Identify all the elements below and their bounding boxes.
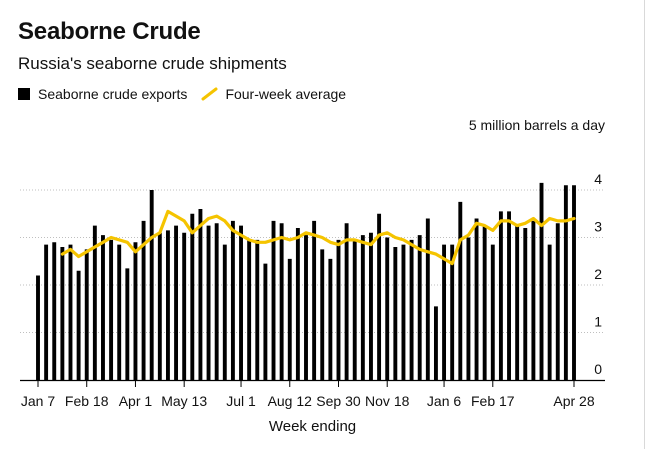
bar <box>409 239 414 380</box>
bar <box>68 244 73 380</box>
bar <box>271 220 276 380</box>
legend-line-swatch-icon <box>201 87 218 101</box>
bar <box>515 225 520 380</box>
x-tick-label: Jan 6 <box>427 393 461 409</box>
frame-border <box>644 0 645 449</box>
legend-line-label: Four-week average <box>225 86 347 102</box>
bar <box>312 220 317 380</box>
bar <box>417 235 422 380</box>
x-tick-label: Jul 1 <box>226 393 256 409</box>
bar <box>36 275 40 380</box>
bar <box>539 182 544 380</box>
bar <box>133 242 138 380</box>
bar <box>101 235 105 380</box>
y-tick-label: 2 <box>594 266 602 282</box>
bar <box>279 223 284 380</box>
bar <box>149 190 154 380</box>
x-tick-label: Nov 18 <box>365 393 410 409</box>
legend-item-line: Four-week average <box>201 86 346 102</box>
bar <box>52 242 57 380</box>
bar <box>336 239 341 380</box>
bar <box>165 230 170 380</box>
bar <box>141 220 146 380</box>
y-tick-label: 4 <box>594 171 602 187</box>
y-axis-unit-label: 5 million barrels a day <box>468 117 605 133</box>
bar <box>295 228 300 380</box>
bar <box>393 247 398 380</box>
y-tick-label: 1 <box>594 314 602 330</box>
chart-title: Seaborne Crude <box>18 18 201 45</box>
bar <box>263 263 268 380</box>
bar <box>433 306 438 380</box>
bar <box>474 218 479 380</box>
bar <box>76 270 81 380</box>
x-axis-label: Week ending <box>268 418 357 435</box>
bar <box>547 244 552 380</box>
legend-bar-swatch-icon <box>18 88 30 100</box>
bar <box>92 225 97 380</box>
bar <box>369 232 373 380</box>
bar <box>531 220 536 380</box>
bar <box>352 239 357 380</box>
bar <box>401 244 406 380</box>
bar <box>198 209 203 380</box>
x-tick-label: May 13 <box>161 393 207 409</box>
y-tick-label: 3 <box>594 219 602 235</box>
bar <box>320 249 325 380</box>
bar <box>247 239 252 380</box>
x-tick-label: Apr 28 <box>553 393 594 409</box>
bar <box>222 244 227 380</box>
bar <box>482 225 487 380</box>
bar <box>157 232 162 380</box>
bar <box>182 232 187 380</box>
bar <box>287 258 292 380</box>
bar <box>255 239 260 380</box>
bar <box>507 211 511 380</box>
bar <box>360 235 365 380</box>
bar <box>230 220 235 380</box>
bar <box>377 213 382 380</box>
bar <box>442 244 447 380</box>
bar <box>385 237 390 380</box>
chart-subtitle: Russia's seaborne crude shipments <box>18 54 287 73</box>
bar <box>555 223 560 380</box>
bar <box>425 218 430 380</box>
bar <box>206 225 211 380</box>
bar <box>450 244 455 380</box>
y-tick-label: 0 <box>594 361 602 377</box>
bar <box>117 244 122 380</box>
x-tick-label: Feb 17 <box>471 393 515 409</box>
bar <box>572 185 576 380</box>
bar <box>523 228 528 380</box>
legend-item-bars: Seaborne crude exports <box>18 86 187 102</box>
legend-bars-label: Seaborne crude exports <box>38 86 188 102</box>
bar <box>328 258 333 380</box>
bar <box>458 201 463 380</box>
x-tick-label: Apr 1 <box>119 393 153 409</box>
bar <box>174 225 179 380</box>
bar <box>498 211 503 380</box>
bar <box>466 237 471 380</box>
bar <box>60 247 65 380</box>
x-tick-label: Feb 18 <box>65 393 109 409</box>
bar <box>84 249 89 380</box>
bar <box>125 268 130 380</box>
x-tick-label: Aug 12 <box>268 393 313 409</box>
bar <box>490 244 495 380</box>
bar <box>563 185 568 380</box>
legend: Seaborne crude exports Four-week average <box>18 86 360 102</box>
bar <box>304 235 308 380</box>
bar <box>190 213 195 380</box>
x-tick-label: Sep 30 <box>316 393 361 409</box>
bar <box>344 223 349 380</box>
four-week-average-line <box>60 209 576 266</box>
bar <box>239 225 243 380</box>
bar <box>109 239 114 380</box>
bar <box>44 244 49 380</box>
bar <box>214 223 219 380</box>
x-tick-label: Jan 7 <box>21 393 55 409</box>
